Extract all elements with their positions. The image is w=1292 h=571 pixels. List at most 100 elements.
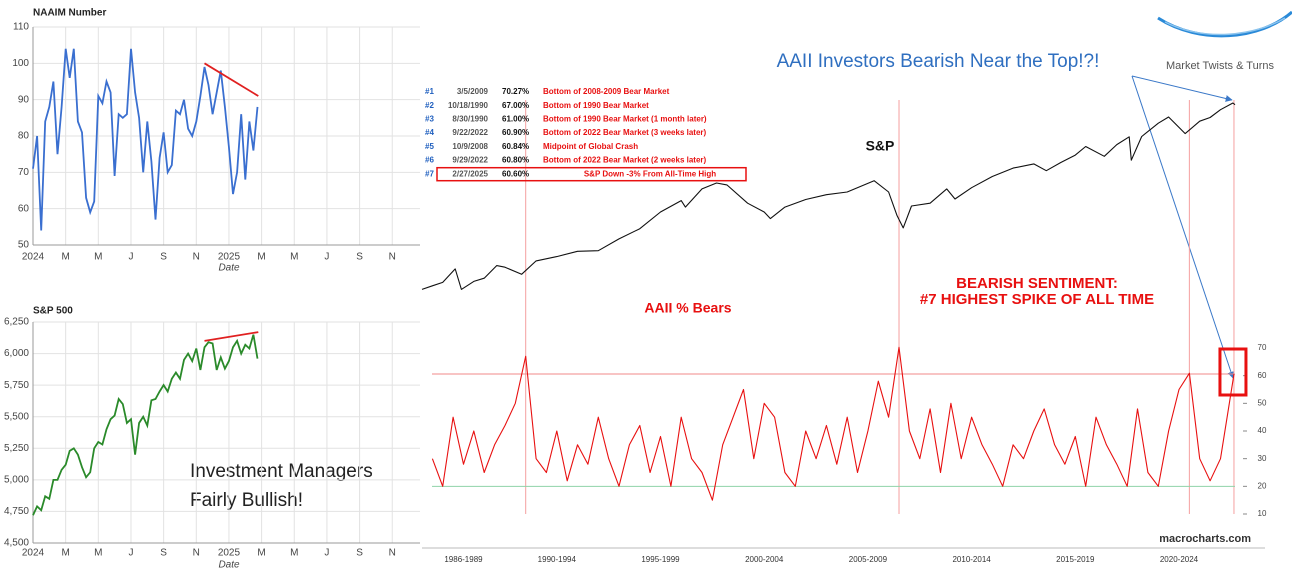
x-tick-label: 2024	[22, 548, 45, 559]
table-cell: 3/5/2009	[457, 87, 489, 96]
x-tick-label: N	[193, 252, 200, 263]
highlight-box	[1218, 347, 1248, 397]
x-tick-label: M	[61, 548, 69, 559]
table-cell: 60.80%	[502, 156, 529, 165]
table-cell: 60.84%	[502, 142, 529, 151]
x-tick-label: 2000-2004	[745, 555, 784, 564]
x-tick-label: 2025	[218, 252, 241, 263]
y2-tick-label: 60	[1258, 371, 1267, 380]
table-cell: Midpoint of Global Crash	[543, 142, 638, 151]
x-tick-label: N	[193, 548, 200, 559]
series-label: AAII % Bears	[644, 300, 731, 316]
x-tick-label: M	[257, 548, 265, 559]
logo-swoosh	[1164, 17, 1286, 36]
table-cell: 67.00%	[502, 101, 529, 110]
chart-title: NAAIM Number	[33, 8, 106, 19]
x-tick-label: M	[61, 252, 69, 263]
x-tick-label: N	[389, 548, 396, 559]
x-tick-label: 1995-1999	[641, 555, 680, 564]
table-cell: #2	[425, 101, 434, 110]
y-tick-label: 4,750	[4, 506, 29, 517]
y-tick-label: 4,500	[4, 538, 29, 549]
y-tick-label: 60	[18, 203, 30, 214]
table-cell: Bottom of 2022 Bear Market (3 weeks late…	[543, 128, 707, 137]
y-tick-label: 5,750	[4, 380, 29, 391]
x-tick-label: M	[94, 252, 102, 263]
x-axis-label: Date	[218, 263, 240, 274]
y-tick-label: 5,000	[4, 474, 29, 485]
x-tick-label: S	[356, 548, 363, 559]
table-cell: 8/30/1990	[452, 115, 488, 124]
table-cell: 2/27/2025	[452, 169, 488, 178]
y-tick-label: 5,500	[4, 411, 29, 422]
trendline	[204, 331, 259, 342]
y-tick-label: 110	[13, 22, 29, 33]
table-cell: #5	[425, 142, 434, 151]
y-tick-label: 100	[12, 58, 29, 69]
source: macrocharts.com	[1159, 533, 1251, 545]
y2-tick-label: 70	[1258, 343, 1267, 352]
callout: BEARISH SENTIMENT:	[956, 275, 1118, 292]
table-cell: #4	[425, 128, 434, 137]
y-tick-label: 80	[18, 131, 30, 142]
y2-tick-label: 40	[1258, 426, 1267, 435]
table-cell: Bottom of 1990 Bear Market	[543, 101, 649, 110]
table-cell: 60.60%	[502, 169, 529, 178]
series-label: S&P	[866, 138, 895, 154]
x-tick-label: S	[356, 252, 363, 263]
x-tick-label: 2015-2019	[1056, 555, 1095, 564]
x-tick-label: 2020-2024	[1160, 555, 1199, 564]
table-cell: 9/29/2022	[452, 156, 488, 165]
y-tick-label: 50	[18, 240, 30, 251]
y-tick-label: 5,250	[4, 443, 29, 454]
x-tick-label: 2024	[22, 252, 45, 263]
table-cell: #1	[425, 87, 434, 96]
table-cell: Bottom of 2022 Bear Market (2 weeks late…	[543, 156, 707, 165]
y2-tick-label: 50	[1258, 398, 1267, 407]
line	[32, 48, 259, 231]
x-tick-label: M	[290, 252, 298, 263]
series-line	[421, 102, 1236, 290]
table-cell: #3	[425, 115, 434, 124]
table-cell: #7	[425, 169, 434, 178]
x-tick-label: J	[324, 548, 329, 559]
y-tick-label: 70	[18, 167, 30, 178]
x-tick-label: 1990-1994	[538, 555, 577, 564]
y-tick-label: 6,000	[4, 348, 29, 359]
x-tick-label: S	[160, 252, 167, 263]
x-tick-label: J	[128, 548, 133, 559]
table-cell: 10/18/1990	[448, 101, 489, 110]
table-cell: 60.90%	[502, 128, 529, 137]
x-tick-label: 1986-1989	[444, 555, 483, 564]
line	[32, 334, 259, 516]
trendline	[204, 62, 259, 97]
x-tick-label: 2010-2014	[952, 555, 991, 564]
y-tick-label: 6,250	[4, 317, 29, 328]
arrow	[1131, 75, 1233, 102]
headline: AAII Investors Bearish Near the Top!?!	[777, 51, 1100, 72]
table-cell: 10/9/2008	[452, 142, 488, 151]
table-cell: Bottom of 2008-2009 Bear Market	[543, 87, 670, 96]
x-tick-label: M	[290, 548, 298, 559]
x-tick-label: 2025	[218, 548, 241, 559]
callout: #7 HIGHEST SPIKE OF ALL TIME	[920, 291, 1154, 308]
brand: Market Twists & Turns	[1166, 60, 1274, 72]
table-cell: Bottom of 1990 Bear Market (1 month late…	[543, 115, 707, 124]
arrow	[1131, 75, 1235, 379]
table-cell: 9/22/2022	[452, 128, 488, 137]
x-tick-label: 2005-2009	[849, 555, 888, 564]
y2-tick-label: 10	[1258, 509, 1267, 518]
y2-tick-label: 20	[1258, 481, 1267, 490]
series-line	[431, 346, 1235, 501]
x-tick-label: J	[128, 252, 133, 263]
x-tick-label: N	[389, 252, 396, 263]
x-tick-label: M	[94, 548, 102, 559]
chart-title: S&P 500	[33, 306, 73, 317]
x-axis-label: Date	[218, 560, 240, 571]
note: Fairly Bullish!	[190, 490, 303, 511]
table-cell: 61.00%	[502, 115, 529, 124]
table-cell: S&P Down -3% From All-Time High	[584, 169, 716, 178]
x-tick-label: M	[257, 252, 265, 263]
note: Investment Managers	[190, 461, 373, 482]
